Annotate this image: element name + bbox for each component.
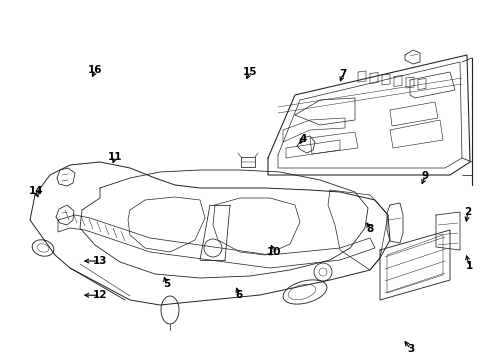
Text: 4: 4 — [299, 134, 307, 144]
Text: 12: 12 — [93, 290, 108, 300]
Text: 7: 7 — [339, 69, 347, 79]
Text: 15: 15 — [243, 67, 257, 77]
Text: 8: 8 — [367, 224, 373, 234]
Text: 10: 10 — [267, 247, 282, 257]
Text: 9: 9 — [422, 171, 429, 181]
Text: 6: 6 — [236, 290, 243, 300]
Text: 13: 13 — [93, 256, 108, 266]
Text: 11: 11 — [108, 152, 122, 162]
Text: 2: 2 — [465, 207, 471, 217]
Text: 14: 14 — [28, 186, 43, 196]
Text: 16: 16 — [88, 65, 103, 75]
Text: 5: 5 — [163, 279, 170, 289]
Text: 3: 3 — [407, 344, 414, 354]
Text: 1: 1 — [466, 261, 473, 271]
